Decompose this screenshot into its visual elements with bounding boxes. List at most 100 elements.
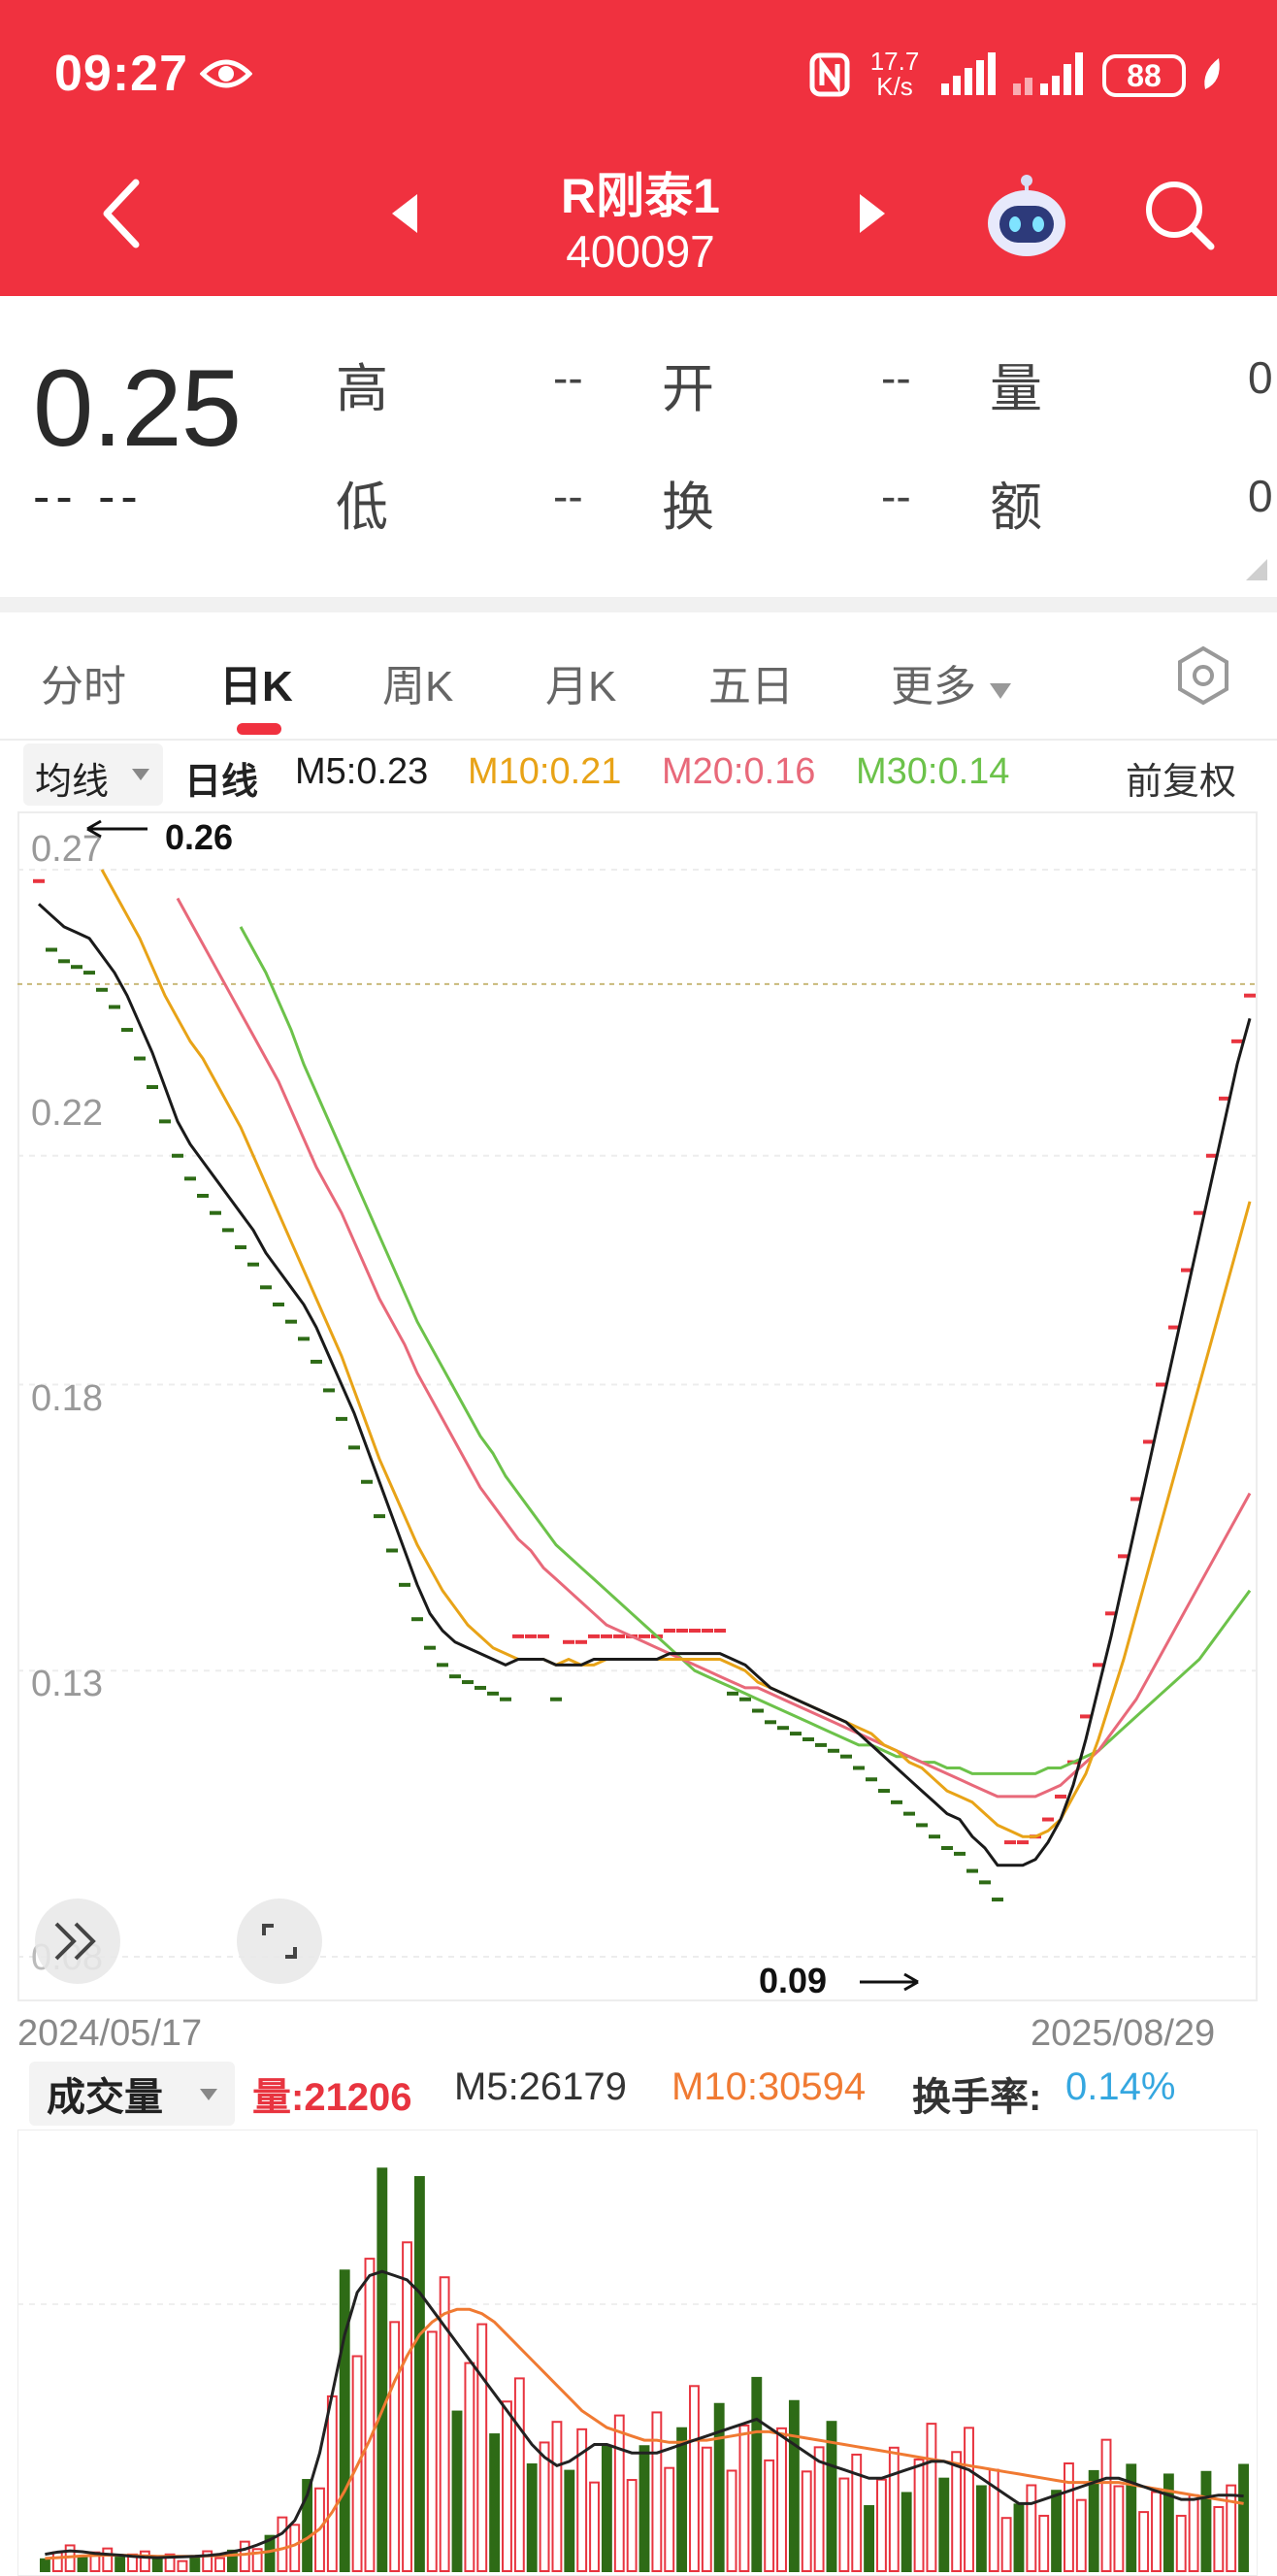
volume-bar-up xyxy=(289,2524,301,2573)
volume-bar-up xyxy=(177,2559,188,2573)
volume-bar-down xyxy=(1238,2463,1250,2572)
volume-bar-up xyxy=(888,2446,900,2573)
volume-bar-up xyxy=(651,2411,663,2572)
volume-bar-down xyxy=(1126,2463,1137,2573)
ma30-line xyxy=(239,926,1252,1775)
volume-bar-down xyxy=(638,2445,650,2572)
tab-more[interactable]: 更多 xyxy=(891,651,1013,713)
y-tick-label: 0.22 xyxy=(31,1093,103,1134)
y-tick-label: 0.27 xyxy=(31,829,103,870)
volume-current: 量:21206 xyxy=(252,2076,412,2119)
ma20-line xyxy=(176,897,1252,1799)
volume-bar-up xyxy=(926,2423,937,2572)
volume-ma10: M10:30594 xyxy=(671,2065,867,2108)
volume-bar-up xyxy=(876,2478,887,2572)
y-tick-label: 0.13 xyxy=(31,1664,103,1704)
volume-bar-down xyxy=(1200,2470,1212,2572)
fullscreen-corners-icon[interactable] xyxy=(235,1897,324,1986)
ma30-value: M30:0.14 xyxy=(856,751,1010,792)
low-marker-label: 0.09 xyxy=(759,1961,828,2000)
volume-bar-up xyxy=(139,2550,150,2573)
volume-bar-down xyxy=(489,2433,501,2572)
volume-bar-down xyxy=(864,2505,875,2573)
adjust-mode[interactable]: 前复权 xyxy=(1126,762,1237,803)
open-value: -- xyxy=(881,352,911,403)
caret-down-icon xyxy=(200,2089,217,2100)
volume-bar-down xyxy=(900,2492,912,2572)
volume-bar-up xyxy=(951,2451,963,2572)
ma5-line xyxy=(37,903,1252,1867)
volume-bar-up xyxy=(689,2385,700,2572)
amount-value: 0 xyxy=(1248,471,1273,521)
turnover-label: 换 xyxy=(662,479,714,537)
settings-hexagon-icon[interactable] xyxy=(1176,644,1230,707)
volume-bar-down xyxy=(302,2479,313,2573)
ma5-value: M5:0.23 xyxy=(295,751,429,792)
caret-down-icon xyxy=(990,683,1012,699)
volume-bar-up xyxy=(576,2427,588,2572)
high-marker-arrow xyxy=(86,819,147,839)
volume-bar-up xyxy=(1138,2511,1150,2573)
prev-stock-icon[interactable] xyxy=(390,192,419,235)
volume-bar-up xyxy=(277,2516,288,2572)
kline-chart-frame xyxy=(17,811,1258,2001)
volume-bar-down xyxy=(676,2427,688,2572)
ma-dropdown-label: 均线 xyxy=(35,762,110,803)
volume-bar-up xyxy=(426,2330,438,2572)
volume-label: 量 xyxy=(990,360,1042,418)
volume-bar-down xyxy=(713,2402,725,2572)
volume-bar-down xyxy=(40,2558,50,2573)
robot-assistant-icon[interactable] xyxy=(980,171,1073,264)
volume-bar-up xyxy=(464,2361,475,2572)
last-price: 0.25 xyxy=(33,347,242,469)
volume-bar-up xyxy=(701,2446,712,2572)
volume-bar-down xyxy=(938,2477,950,2572)
back-arrow-icon[interactable] xyxy=(97,175,146,252)
volume-bar-up xyxy=(1113,2485,1125,2573)
amount-label: 额 xyxy=(990,479,1042,537)
volume-bar-down xyxy=(788,2399,800,2572)
signal-icon xyxy=(941,52,996,95)
wifi-signal-icon xyxy=(1013,52,1083,95)
volume-bar-up xyxy=(613,2414,625,2572)
high-label: 高 xyxy=(336,360,388,418)
network-speed: 17.7 K/s xyxy=(866,49,924,99)
volume-bar-up xyxy=(476,2323,488,2572)
double-chevron-right-icon[interactable] xyxy=(33,1897,122,1986)
turnover-rate-label: 换手率: xyxy=(912,2076,1042,2119)
volume-bar-down xyxy=(751,2376,763,2572)
volume-bar-up xyxy=(1151,2491,1162,2572)
volume-bar-up xyxy=(364,2258,376,2572)
volume-bar-down xyxy=(413,2175,425,2573)
volume-bar-down xyxy=(264,2534,276,2573)
low-value: -- xyxy=(553,471,583,521)
next-stock-icon[interactable] xyxy=(858,192,887,235)
expand-corner-icon[interactable] xyxy=(1246,559,1267,580)
search-icon[interactable] xyxy=(1141,177,1219,254)
section-divider xyxy=(0,597,1277,612)
tab-intraday[interactable]: 分时 xyxy=(41,663,126,710)
tab-more-label: 更多 xyxy=(891,663,976,710)
volume-bar-up xyxy=(913,2459,925,2572)
low-label: 低 xyxy=(336,479,388,537)
tab-five-day[interactable]: 五日 xyxy=(708,663,794,710)
volume-bar-up xyxy=(776,2427,787,2572)
status-time: 09:27 xyxy=(54,46,188,102)
volume-bar-up xyxy=(1100,2438,1112,2572)
tab-daily-k[interactable]: 日K xyxy=(219,663,293,710)
volume-bar-up xyxy=(551,2421,563,2573)
start-date: 2024/05/17 xyxy=(17,2013,203,2054)
volume-bar-up xyxy=(738,2424,750,2572)
volume-bar-up xyxy=(239,2540,250,2573)
volume-chart[interactable] xyxy=(17,2130,1258,2576)
kline-chart[interactable] xyxy=(17,811,1258,2001)
tab-weekly-k[interactable]: 周K xyxy=(382,663,454,710)
volume-dropdown[interactable] xyxy=(29,2062,235,2126)
volume-bar-down xyxy=(451,2410,463,2572)
volume-bar-up xyxy=(838,2477,850,2573)
volume-bar-down xyxy=(564,2469,575,2573)
period-tabs: 分时 日K 周K 月K 五日 更多 xyxy=(0,612,1277,741)
volume-bar-up xyxy=(539,2441,550,2572)
tab-monthly-k[interactable]: 月K xyxy=(545,663,617,710)
volume-bar-up xyxy=(102,2547,114,2572)
